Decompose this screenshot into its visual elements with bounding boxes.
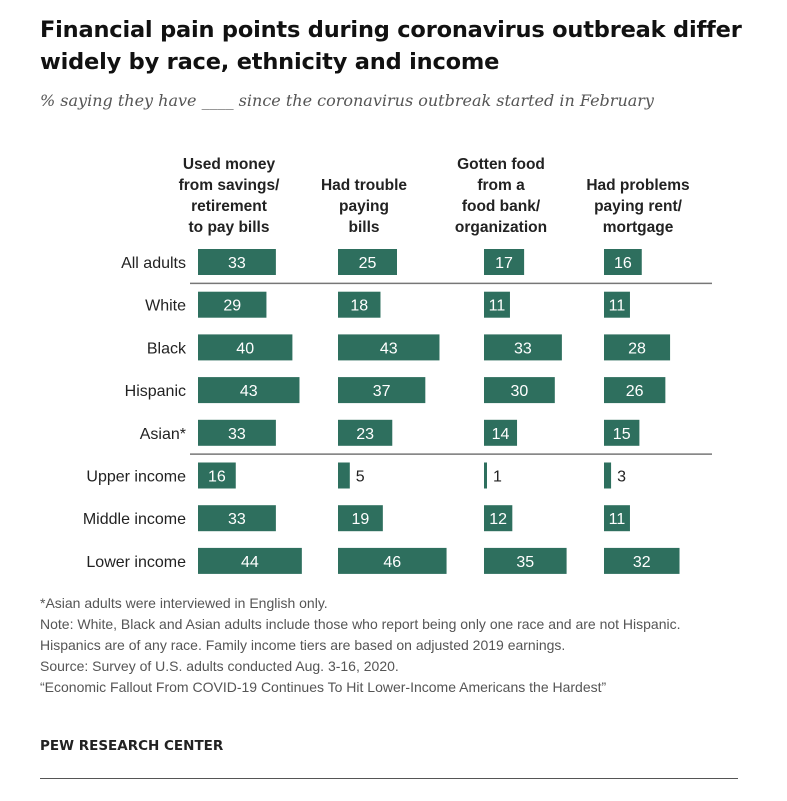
bar	[338, 334, 440, 361]
bar	[338, 547, 447, 574]
bar-value-label: 1	[493, 469, 502, 486]
bar-value-label: 43	[240, 383, 258, 400]
bar	[198, 291, 267, 318]
column-header-line: paying	[339, 198, 389, 215]
bar-value-label: 15	[613, 426, 631, 443]
bar-value-label: 30	[511, 383, 529, 400]
bar-value-label: 25	[359, 255, 377, 272]
source-text: Source: Survey of U.S. adults conducted …	[40, 658, 399, 674]
column-header-line: from a	[477, 177, 525, 194]
bar-value-label: 26	[626, 383, 644, 400]
bar-value-label: 14	[492, 426, 510, 443]
bar-value-label: 33	[228, 511, 246, 528]
bar	[604, 419, 640, 446]
column-header-line: Gotten food	[457, 156, 545, 173]
column-header-line: bills	[348, 219, 379, 236]
bar	[604, 505, 630, 532]
bar-value-label: 3	[617, 469, 626, 486]
bar	[484, 505, 513, 532]
column-header-line: to pay bills	[189, 219, 270, 236]
chart-title: Financial pain points during coronavirus…	[40, 17, 742, 75]
bar-value-label: 16	[208, 469, 226, 486]
bar	[198, 377, 300, 404]
bar	[198, 419, 276, 446]
bar-value-label: 11	[489, 298, 506, 315]
row-label: All adults	[121, 255, 186, 272]
bar-value-label: 17	[495, 255, 513, 272]
bar	[338, 505, 383, 532]
bar-value-label: 12	[489, 511, 507, 528]
row-label: White	[145, 298, 186, 315]
bar-value-label: 5	[356, 469, 365, 486]
column-header-line: Used money	[183, 156, 276, 173]
bar	[604, 291, 630, 318]
bar	[484, 377, 555, 404]
bar-value-label: 28	[628, 340, 646, 357]
chart-subtitle: % saying they have ____ since the corona…	[40, 91, 654, 110]
note-text: Note: White, Black and Asian adults incl…	[40, 616, 681, 653]
bar	[198, 547, 302, 574]
bar-value-label: 35	[516, 554, 534, 571]
report-title: “Economic Fallout From COVID-19 Continue…	[40, 679, 607, 695]
bottom-divider	[40, 778, 738, 779]
column-header-line: from savings/	[179, 177, 280, 194]
bar	[198, 249, 276, 275]
bar-value-label: 32	[633, 554, 651, 571]
bar-value-label: 37	[373, 383, 391, 400]
bar-value-label: 46	[383, 554, 401, 571]
column-header-line: retirement	[191, 198, 267, 215]
row-label: Black	[147, 340, 187, 357]
bar	[198, 334, 293, 361]
bar	[484, 547, 567, 574]
bar	[484, 291, 510, 318]
row-label: Lower income	[86, 554, 186, 571]
bar	[604, 462, 612, 489]
column-header-line: organization	[455, 219, 547, 236]
column-header-line: mortgage	[603, 219, 674, 236]
bar-value-label: 33	[228, 255, 246, 272]
bar-value-label: 11	[609, 511, 626, 528]
bar	[484, 249, 525, 275]
bar	[198, 505, 276, 532]
bar	[338, 419, 393, 446]
bar-value-label: 18	[350, 298, 368, 315]
column-header-line: food bank/	[462, 198, 541, 215]
bar-value-label: 33	[228, 426, 246, 443]
bar-value-label: 43	[380, 340, 398, 357]
bar	[484, 334, 562, 361]
bar-value-label: 23	[356, 426, 374, 443]
bar-value-label: 19	[352, 511, 370, 528]
bar-value-label: 33	[514, 340, 532, 357]
footnotes: *Asian adults were interviewed in Englis…	[40, 593, 730, 698]
bar-value-label: 16	[614, 255, 632, 272]
row-label: Middle income	[83, 511, 186, 528]
bar-value-label: 44	[241, 554, 259, 571]
bar	[604, 547, 680, 574]
bar	[484, 462, 487, 489]
column-header-line: Had problems	[586, 177, 689, 194]
bar-chart: Used money from savings/retirement to pay …	[83, 156, 712, 574]
bar	[604, 377, 666, 404]
row-label: Upper income	[86, 469, 186, 486]
row-label: Asian*	[140, 426, 186, 443]
bar	[604, 334, 671, 361]
bar	[484, 419, 518, 446]
bar	[338, 291, 381, 318]
bar	[338, 462, 350, 489]
bar-value-label: 40	[236, 340, 254, 357]
column-header-line: Had trouble	[321, 177, 407, 194]
column-header-line: paying rent/	[594, 198, 683, 215]
bar	[604, 249, 642, 275]
bar-value-label: 11	[609, 298, 626, 315]
bar	[198, 462, 236, 489]
row-label: Hispanic	[125, 383, 186, 400]
bar	[338, 249, 397, 275]
asian-footnote: *Asian adults were interviewed in Englis…	[40, 595, 328, 611]
brand-logo-text: PEW RESEARCH CENTER	[40, 738, 224, 754]
bar-value-label: 29	[223, 298, 241, 315]
bar	[338, 377, 426, 404]
